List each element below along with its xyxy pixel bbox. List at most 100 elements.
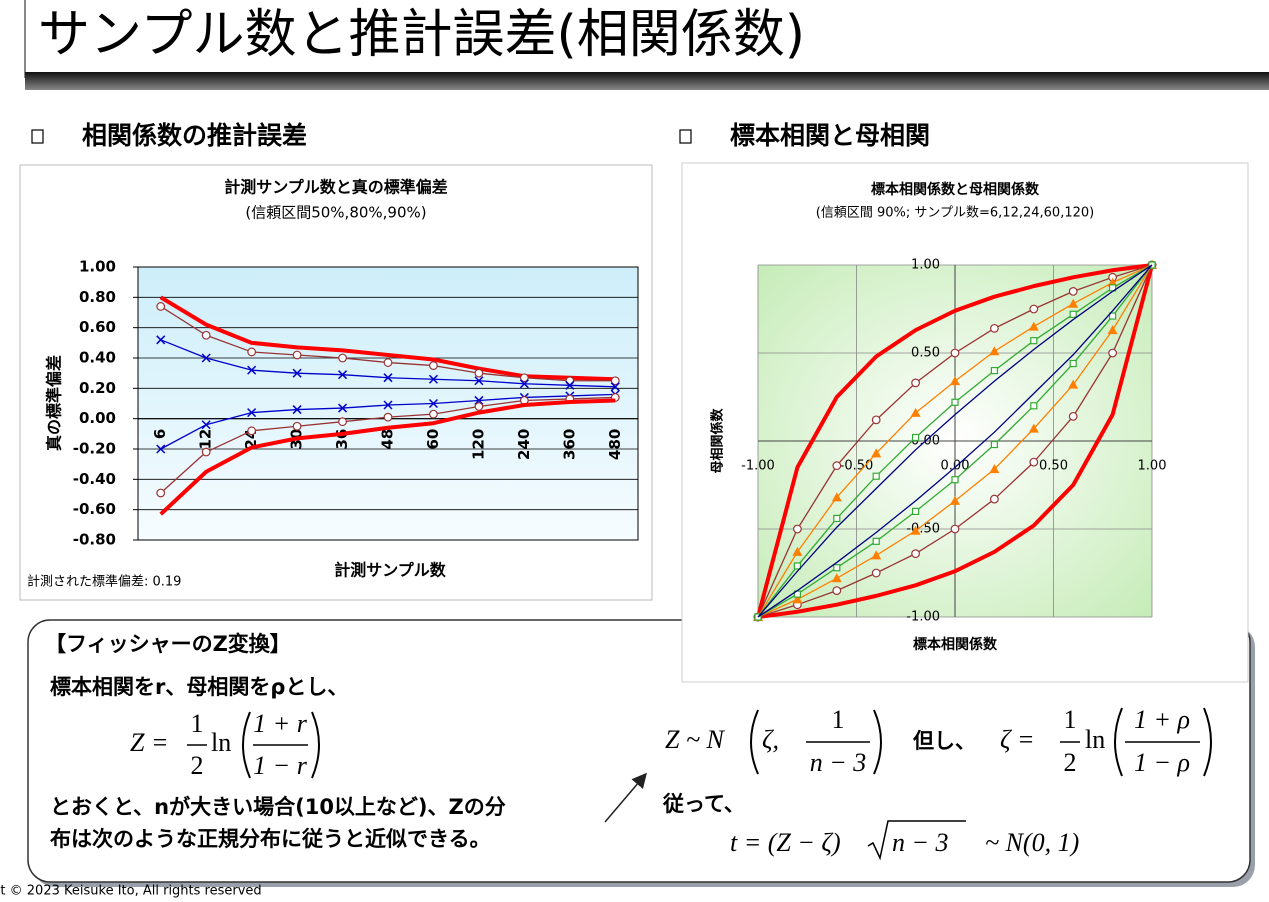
- x-tick-label: -1.00: [741, 459, 775, 474]
- paren: [242, 711, 251, 779]
- marker: [474, 368, 484, 378]
- series-line: [159, 398, 616, 516]
- x-tick-label: 360: [560, 429, 578, 460]
- marker: [156, 444, 166, 454]
- marker: [1069, 359, 1077, 368]
- formula: ζ = 1 2 ln 1 + ρ 1 − ρ: [1000, 705, 1212, 777]
- marker: [951, 398, 959, 406]
- formula-part: ζ =: [1000, 725, 1035, 754]
- marker: [338, 370, 348, 380]
- marker: [247, 365, 257, 375]
- marker: [610, 376, 620, 386]
- y-tick-label: 0.60: [79, 318, 116, 336]
- arrow: [604, 772, 647, 823]
- section-heading: 相関係数の推計誤差: [82, 121, 307, 150]
- y-tick-label: -1.00: [906, 610, 940, 625]
- marker: [247, 347, 257, 357]
- marker: [833, 564, 841, 572]
- marker: [989, 346, 1000, 356]
- series-line: [757, 264, 1153, 618]
- formula: Z = 1 2 ln 1 + r 1 − r: [130, 709, 320, 780]
- box-text: 標本相関をr、母相関をρとし、: [50, 675, 348, 699]
- marker: [156, 302, 166, 311]
- marker: [247, 426, 257, 436]
- box-text: 布は次のような正規分布に従うと近似できる。: [50, 827, 491, 851]
- marker: [950, 376, 960, 386]
- marker: [1107, 325, 1118, 335]
- y-tick-label: -0.40: [73, 470, 116, 488]
- section-heading: 標本相関と母相関: [730, 121, 930, 150]
- x-tick-label: 480: [606, 429, 624, 460]
- marker: [201, 330, 211, 340]
- x-tick-label: 120: [469, 429, 487, 460]
- marker: [474, 376, 484, 386]
- marker: [1068, 298, 1079, 308]
- marker: [872, 537, 880, 545]
- marker: [911, 378, 920, 388]
- formula-box: [27, 619, 1251, 883]
- formula-part: 1 + r: [253, 709, 308, 738]
- marker: [911, 433, 920, 442]
- formula-part: 1: [832, 705, 845, 734]
- x-tick-label: 6: [151, 429, 169, 439]
- marker: [610, 382, 620, 392]
- marker: [990, 440, 999, 449]
- formula-part: ln: [211, 728, 231, 757]
- marker: [156, 488, 166, 498]
- title-bar: [25, 72, 1269, 90]
- chart: 計測サンプル数と真の標準偏差 (信頼区間50%,80%,90%) 計測サンプル数 真の…: [27, 178, 639, 590]
- marker: [429, 409, 438, 419]
- formula-part: 1 − r: [253, 751, 308, 780]
- marker: [338, 353, 347, 363]
- marker: [990, 494, 999, 504]
- paren: [311, 711, 320, 779]
- y-tick-label: 0.80: [79, 288, 116, 306]
- marker: [1068, 411, 1078, 421]
- marker: [338, 403, 348, 413]
- marker: [383, 412, 393, 422]
- y-axis-label: 真の標準偏差: [45, 355, 64, 451]
- marker: [950, 495, 960, 505]
- marker: [871, 448, 882, 458]
- marker: [156, 335, 166, 345]
- marker: [871, 550, 882, 560]
- marker: [1108, 312, 1117, 320]
- y-tick-label: -0.20: [73, 440, 116, 458]
- formula-part: 2: [1064, 748, 1077, 777]
- marker: [950, 348, 960, 358]
- y-tick-label: -0.80: [73, 531, 116, 549]
- series-line: [757, 264, 1153, 618]
- marker: [792, 594, 803, 604]
- formula-part: 1: [1064, 705, 1077, 734]
- y-tick-label: 1.00: [79, 258, 116, 276]
- formula-part: ζ,: [762, 725, 779, 754]
- marker: [201, 447, 211, 457]
- marker: [910, 407, 921, 417]
- marker: [1028, 423, 1039, 433]
- x-tick-label: 0.50: [1039, 459, 1068, 474]
- marker: [474, 402, 484, 411]
- x-axis-label: 標本相関係数: [913, 636, 998, 653]
- series-line: [757, 264, 1154, 619]
- marker: [831, 492, 842, 502]
- formula-part: t = (Z − ζ): [730, 828, 841, 857]
- copyright: Copyright © 2023 Keisuke Ito, All rights…: [0, 884, 262, 899]
- marker: [519, 379, 529, 389]
- marker: [338, 417, 347, 427]
- formula-part: n − 3: [810, 748, 867, 777]
- marker: [292, 405, 302, 415]
- marker: [292, 421, 302, 431]
- bullet: [679, 129, 692, 144]
- marker: [1030, 337, 1038, 345]
- formula-part: 2: [191, 751, 204, 780]
- marker: [1069, 310, 1077, 318]
- y-tick-label: 0.20: [79, 379, 116, 397]
- marker: [1029, 457, 1039, 467]
- series-line: [756, 263, 1153, 618]
- marker: [428, 374, 438, 384]
- y-tick-label: 0.00: [79, 409, 116, 427]
- formula-part: 1 − ρ: [1134, 748, 1190, 777]
- x-tick-label: -0.50: [840, 459, 874, 474]
- y-tick-label: 0.50: [911, 346, 940, 361]
